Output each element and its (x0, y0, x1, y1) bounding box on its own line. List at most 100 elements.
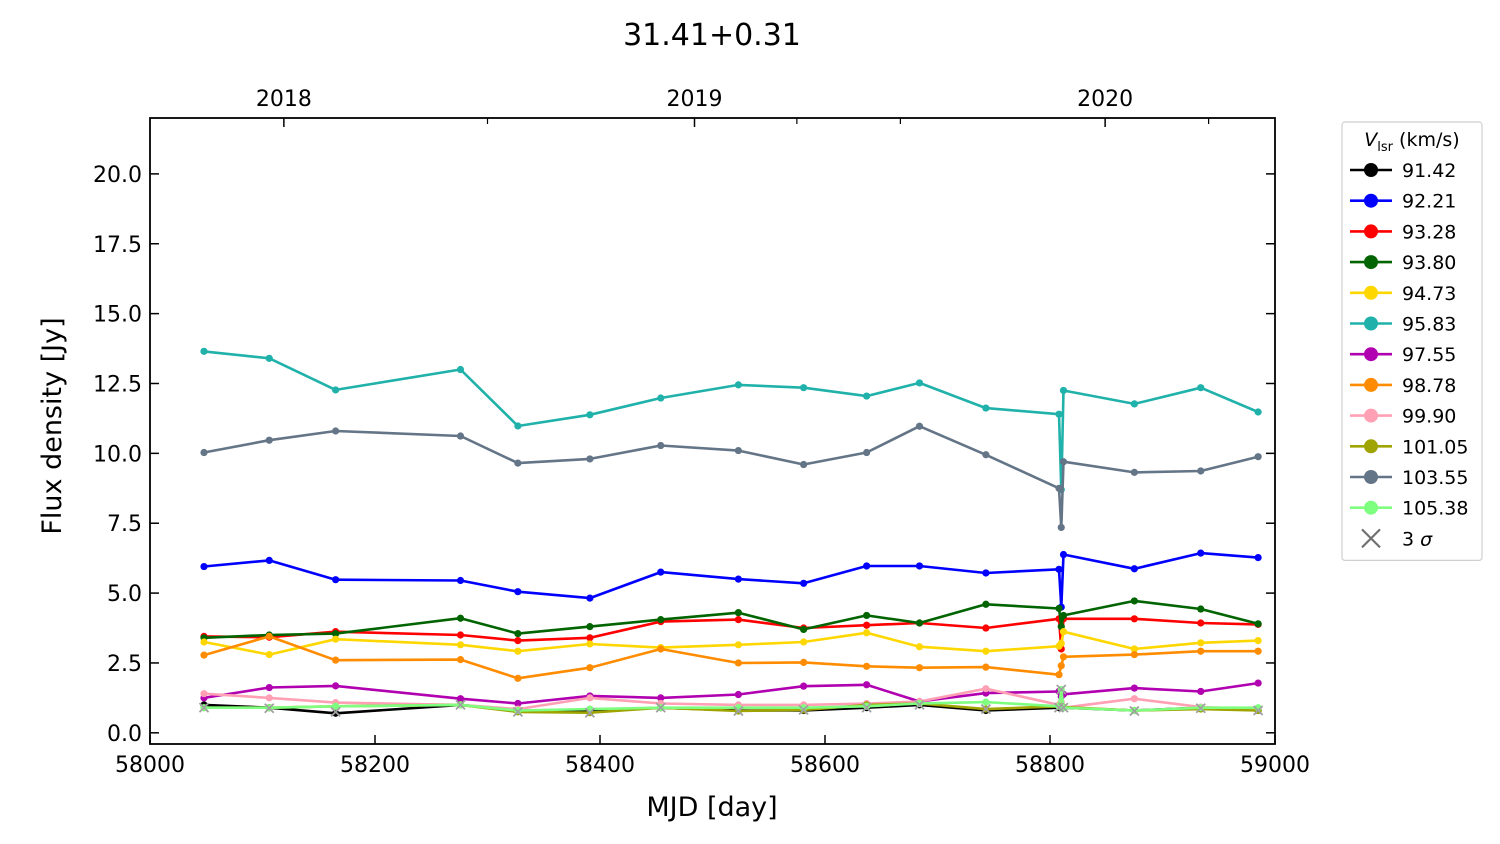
data-point (586, 455, 594, 463)
series-line (203, 681, 1259, 705)
data-point (332, 656, 340, 664)
data-point (586, 411, 594, 419)
series-103.55 (200, 422, 1262, 532)
legend-entry: 91.42 (1350, 160, 1456, 182)
data-point (800, 384, 808, 392)
data-point (982, 569, 990, 577)
data-point (1059, 550, 1068, 559)
legend-marker (1364, 285, 1378, 300)
legend-entry: 95.83 (1350, 314, 1456, 336)
data-point (456, 641, 465, 649)
data-point (586, 594, 594, 602)
data-point (982, 647, 990, 655)
series-line (203, 551, 1259, 609)
data-point (1055, 484, 1063, 492)
sigma-marker (733, 705, 744, 717)
data-point (657, 568, 665, 576)
data-point (265, 436, 273, 444)
data-point (734, 641, 742, 649)
legend-entry: 98.78 (1350, 375, 1456, 397)
data-point (1130, 597, 1138, 605)
data-point (982, 698, 990, 706)
data-point (586, 664, 594, 672)
data-point (863, 629, 871, 637)
legend-entry: 101.05 (1350, 436, 1468, 458)
data-point (586, 634, 594, 642)
data-point (1130, 645, 1138, 653)
sigma-marker (455, 699, 466, 711)
data-point (586, 694, 594, 702)
data-point (1197, 605, 1205, 613)
data-point (1055, 671, 1063, 679)
data-point (734, 609, 742, 617)
data-point (265, 354, 273, 362)
data-point (456, 695, 465, 703)
y-tick-label: 12.5 (93, 372, 142, 397)
data-point (332, 630, 340, 638)
legend-label: 98.78 (1402, 375, 1456, 397)
data-point (456, 432, 465, 440)
data-point (657, 616, 665, 624)
series-line (203, 350, 1259, 492)
data-point (1197, 467, 1205, 475)
data-point (800, 460, 808, 469)
data-point (1254, 636, 1262, 645)
data-point (800, 658, 808, 666)
data-point (1197, 687, 1205, 696)
y-tick-label: 0.0 (107, 722, 142, 747)
legend-label: 91.42 (1402, 160, 1456, 182)
series-line (203, 635, 1259, 680)
data-point (1057, 523, 1065, 532)
y-axis-label: Flux density [Jy] (37, 317, 68, 534)
top-year-label: 2020 (1077, 87, 1133, 112)
data-point (265, 650, 273, 659)
legend-entry: 93.80 (1350, 252, 1456, 274)
data-point (332, 682, 340, 690)
data-point (982, 663, 990, 671)
sigma-marker (1058, 702, 1069, 713)
legend-marker (1364, 193, 1378, 208)
data-point (657, 441, 665, 450)
legend-marker (1364, 224, 1378, 239)
data-point (915, 422, 924, 430)
legend-title: Vlsr (km/s) (1364, 129, 1459, 155)
data-point (332, 576, 340, 584)
data-point (1254, 453, 1262, 461)
sigma-marker (1056, 684, 1067, 695)
sigma-marker (655, 702, 666, 713)
data-point (734, 659, 742, 667)
data-point (800, 579, 808, 587)
data-point (200, 690, 208, 698)
data-point (1059, 628, 1068, 636)
x-tick-label: 59000 (1240, 753, 1310, 778)
data-point (734, 381, 742, 389)
sigma-marker (1252, 705, 1264, 716)
data-point (915, 379, 924, 387)
legend-label: 99.90 (1402, 406, 1456, 428)
data-point (1254, 647, 1262, 655)
data-point (514, 706, 522, 715)
x-tick-label: 58800 (1015, 753, 1085, 778)
x-axis-ticks: 58000 58200 58400 58600 58800 59000 (115, 735, 1310, 778)
data-point (514, 630, 522, 638)
sigma-marker (512, 706, 524, 717)
y-tick-label: 15.0 (93, 303, 142, 328)
sigma-marker (914, 699, 925, 711)
data-point (514, 588, 522, 596)
data-point (863, 562, 871, 570)
data-point (657, 394, 665, 402)
series-95.83 (200, 347, 1262, 494)
legend-entry: 97.55 (1350, 344, 1456, 366)
series-92.21 (200, 549, 1262, 611)
series-94.73 (200, 628, 1262, 659)
plot-area (198, 347, 1264, 718)
data-point (1197, 647, 1205, 655)
data-point (1197, 549, 1205, 557)
data-point (863, 681, 871, 689)
series-98.78 (200, 632, 1262, 682)
legend-marker (1364, 470, 1378, 484)
data-point (456, 614, 465, 622)
data-point (657, 694, 665, 702)
data-point (1130, 650, 1138, 659)
